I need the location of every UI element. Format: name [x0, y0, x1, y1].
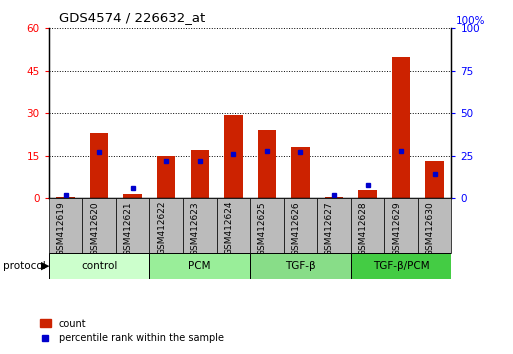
Bar [124, 194, 142, 198]
Text: GSM412627: GSM412627 [325, 201, 334, 256]
Text: TGF-β/PCM: TGF-β/PCM [373, 261, 429, 271]
Bar [56, 197, 75, 198]
Bar [384, 198, 418, 253]
Bar [258, 130, 276, 198]
Bar [149, 198, 183, 253]
Bar [183, 198, 216, 253]
Bar [351, 253, 451, 279]
Bar [325, 197, 343, 198]
Bar [82, 198, 116, 253]
Text: GSM412622: GSM412622 [157, 201, 166, 256]
Bar [49, 198, 82, 253]
Text: GSM412630: GSM412630 [426, 201, 435, 256]
Bar [291, 147, 310, 198]
Bar [157, 156, 175, 198]
Bar [49, 253, 149, 279]
Bar [418, 198, 451, 253]
Bar [351, 198, 384, 253]
Bar [317, 198, 351, 253]
Bar [116, 198, 149, 253]
Bar [284, 198, 317, 253]
Bar [392, 57, 410, 198]
Text: TGF-β: TGF-β [285, 261, 315, 271]
Text: GSM412629: GSM412629 [392, 201, 401, 256]
Bar [358, 190, 377, 198]
Text: 100%: 100% [456, 16, 485, 25]
Text: protocol: protocol [3, 261, 45, 271]
Text: GDS4574 / 226632_at: GDS4574 / 226632_at [59, 11, 205, 24]
Text: GSM412620: GSM412620 [90, 201, 99, 256]
Text: ▶: ▶ [41, 261, 50, 271]
Bar [250, 198, 284, 253]
Text: GSM412626: GSM412626 [291, 201, 301, 256]
Text: PCM: PCM [188, 261, 211, 271]
Bar [190, 150, 209, 198]
Text: control: control [81, 261, 117, 271]
Text: GSM412624: GSM412624 [224, 201, 233, 256]
Text: GSM412621: GSM412621 [124, 201, 133, 256]
Bar [250, 253, 351, 279]
Bar [216, 198, 250, 253]
Bar [224, 115, 243, 198]
Text: GSM412628: GSM412628 [359, 201, 367, 256]
Text: GSM412623: GSM412623 [191, 201, 200, 256]
Bar [90, 133, 108, 198]
Bar [425, 161, 444, 198]
Bar [149, 253, 250, 279]
Text: GSM412619: GSM412619 [56, 201, 66, 256]
Text: GSM412625: GSM412625 [258, 201, 267, 256]
Legend: count, percentile rank within the sample: count, percentile rank within the sample [35, 315, 228, 347]
